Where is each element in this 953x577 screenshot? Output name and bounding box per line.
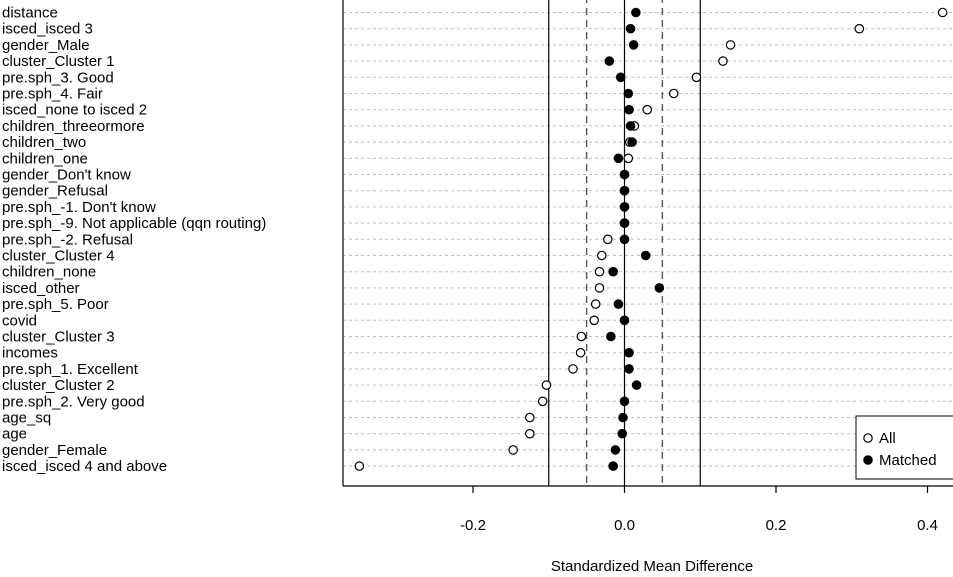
- gridlines: [343, 12, 953, 467]
- point-all: [525, 428, 535, 439]
- variable-label: age_sq: [2, 410, 51, 427]
- point-matched: [606, 331, 616, 342]
- point-all: [354, 461, 365, 471]
- point-all: [596, 250, 607, 261]
- point-matched: [627, 137, 637, 147]
- point-matched: [610, 445, 621, 455]
- variable-label: incomes: [2, 345, 58, 362]
- point-matched: [628, 40, 639, 50]
- point-matched: [623, 88, 634, 99]
- variable-label: isced_other: [2, 280, 80, 297]
- point-matched: [624, 347, 634, 358]
- point-all: [568, 364, 578, 374]
- point-all: [623, 153, 634, 164]
- point-all: [590, 299, 601, 309]
- legend-all-marker: [863, 433, 873, 443]
- variable-label: children_two: [2, 134, 86, 151]
- variable-label: cluster_Cluster 4: [2, 248, 115, 265]
- variable-label: isced_isced 3: [2, 21, 93, 38]
- variable-label: pre.sph_-1. Don't know: [2, 199, 156, 216]
- variable-label: children_one: [2, 150, 88, 167]
- point-matched: [619, 202, 630, 212]
- point-all: [642, 104, 653, 115]
- point-matched: [624, 364, 634, 374]
- point-matched: [654, 283, 665, 293]
- variable-label: pre.sph_1. Excellent: [2, 361, 139, 378]
- variable-label: pre.sph_-9. Not applicable (qqn routing): [2, 215, 266, 232]
- point-matched: [615, 72, 626, 83]
- point-matched: [619, 185, 630, 196]
- point-matched: [619, 218, 630, 228]
- point-matched: [613, 153, 624, 164]
- point-matched: [613, 299, 624, 309]
- point-matched: [604, 56, 615, 66]
- x-tick-label: 0.2: [766, 517, 787, 534]
- variable-label: pre.sph_5. Poor: [2, 296, 109, 313]
- point-matched: [619, 234, 630, 245]
- point-all: [576, 331, 587, 342]
- point-matched: [619, 169, 630, 180]
- point-all: [937, 7, 948, 18]
- variable-label: covid: [2, 312, 37, 329]
- variable-label: isced_none to isced 2: [2, 102, 147, 119]
- point-all: [854, 23, 865, 34]
- variable-label: pre.sph_2. Very good: [2, 393, 145, 410]
- point-matched: [624, 104, 634, 115]
- point-all: [594, 266, 605, 277]
- variable-label: children_none: [2, 264, 96, 281]
- variable-label: pre.sph_4. Fair: [2, 86, 103, 103]
- legend-all-label: All: [879, 430, 896, 447]
- point-matched: [625, 121, 636, 131]
- point-matched: [617, 428, 628, 439]
- variable-label: gender_Male: [2, 37, 90, 54]
- point-all: [603, 234, 613, 245]
- point-all: [718, 56, 728, 66]
- point-matched: [619, 396, 630, 407]
- variable-label: cluster_Cluster 2: [2, 377, 115, 394]
- point-matched: [618, 412, 628, 423]
- legend-box: [855, 415, 953, 480]
- point-all: [725, 40, 736, 50]
- variable-label: cluster_Cluster 3: [2, 329, 115, 346]
- x-tick-label: 0.0: [614, 517, 635, 534]
- variable-label: pre.sph_3. Good: [2, 69, 114, 86]
- legend: All Matched: [855, 415, 953, 480]
- variable-label: gender_Female: [2, 442, 107, 459]
- variable-label: isced_isced 4 and above: [2, 458, 167, 475]
- variable-label: children_threeormore: [2, 118, 145, 135]
- variable-label: pre.sph_-2. Refusal: [2, 231, 133, 248]
- point-all: [525, 412, 535, 423]
- legend-matched-marker: [863, 455, 873, 465]
- variable-label: cluster_Cluster 1: [2, 53, 115, 70]
- point-all: [589, 315, 599, 326]
- point-matched: [631, 7, 641, 18]
- point-matched: [619, 315, 630, 326]
- x-axis-title: Standardized Mean Difference: [551, 558, 753, 575]
- point-matched: [631, 380, 642, 390]
- point-all: [575, 347, 586, 358]
- point-all: [537, 396, 548, 407]
- point-all: [508, 445, 518, 455]
- legend-matched-label: Matched: [879, 452, 937, 469]
- point-all: [541, 380, 552, 390]
- x-tick-label: -0.2: [460, 517, 486, 534]
- point-matched: [608, 266, 618, 277]
- plot-frame: [342, 0, 953, 487]
- point-matched: [625, 23, 636, 34]
- x-tick-label: 0.4: [917, 517, 938, 534]
- variable-label: distance: [2, 5, 58, 22]
- point-all: [668, 88, 679, 99]
- variable-label: gender_Refusal: [2, 183, 108, 200]
- variable-label: gender_Don't know: [2, 167, 131, 184]
- data-points: [354, 7, 948, 471]
- point-matched: [640, 250, 651, 261]
- point-matched: [608, 461, 618, 471]
- x-axis: -0.2 0.0 0.2 0.4: [460, 486, 938, 534]
- point-all: [691, 72, 702, 83]
- variable-label: age: [2, 426, 27, 443]
- point-all: [594, 283, 605, 293]
